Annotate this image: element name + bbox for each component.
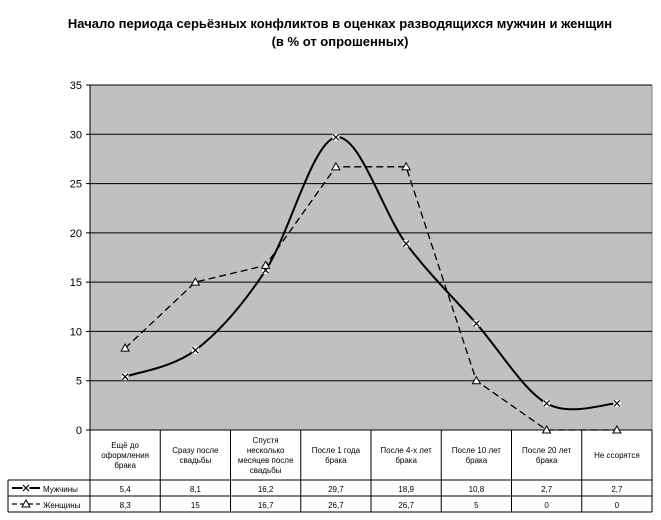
category-label: Ещё до bbox=[111, 441, 139, 450]
table-value: 15 bbox=[191, 501, 200, 510]
table-value: 8,3 bbox=[120, 501, 132, 510]
category-label: брака bbox=[466, 456, 488, 465]
plot-area bbox=[89, 84, 653, 431]
data-point-1 bbox=[612, 424, 622, 434]
table-value: 2,7 bbox=[611, 485, 623, 494]
data-point-0 bbox=[543, 399, 551, 407]
data-point-0 bbox=[332, 133, 340, 141]
data-point-1 bbox=[120, 343, 130, 352]
category-label: Спустя bbox=[253, 436, 279, 445]
table-value: 5,4 bbox=[120, 485, 132, 494]
table-value: 2,7 bbox=[541, 485, 553, 494]
category-label: брака bbox=[536, 456, 558, 465]
category-label: оформления bbox=[101, 451, 149, 460]
y-tick-label: 20 bbox=[70, 228, 82, 240]
table-value: 8,1 bbox=[190, 485, 202, 494]
category-label: свадьбы bbox=[250, 466, 282, 475]
table-value: 5 bbox=[474, 501, 479, 510]
category-label: После 20 лет bbox=[522, 446, 572, 455]
chart-title: Начало периода серьёзных конфликтов в оц… bbox=[67, 16, 613, 49]
y-tick-label: 10 bbox=[70, 326, 82, 338]
category-label: После 10 лет bbox=[452, 446, 502, 455]
table-value: 16,7 bbox=[258, 501, 274, 510]
table-value: 26,7 bbox=[328, 501, 344, 510]
category-label: брака bbox=[395, 456, 417, 465]
y-tick-label: 30 bbox=[70, 129, 82, 141]
data-point-0 bbox=[402, 240, 410, 248]
table-value: 26,7 bbox=[398, 501, 414, 510]
data-point-0 bbox=[613, 399, 621, 407]
y-tick-label: 35 bbox=[70, 80, 82, 92]
data-point-0 bbox=[191, 346, 199, 354]
data-point-1 bbox=[190, 277, 201, 286]
category-label: брака bbox=[325, 456, 347, 465]
y-tick-label: 25 bbox=[70, 179, 82, 191]
data-point-1 bbox=[260, 260, 271, 269]
y-tick-label: 5 bbox=[76, 376, 82, 388]
series-line-1 bbox=[124, 166, 617, 431]
legend-label: Мужчины bbox=[43, 485, 78, 494]
data-point-1 bbox=[541, 424, 552, 434]
table-value: 0 bbox=[544, 501, 549, 510]
table-value: 18,9 bbox=[398, 485, 414, 494]
category-label: После 1 года bbox=[312, 446, 361, 455]
y-tick-label: 0 bbox=[76, 425, 82, 437]
data-point-1 bbox=[401, 161, 411, 171]
legend-label: Женщины bbox=[43, 501, 81, 510]
table-value: 16,2 bbox=[258, 485, 274, 494]
data-point-0 bbox=[121, 373, 129, 381]
category-label: месяцев после bbox=[238, 456, 294, 465]
data-point-1 bbox=[331, 161, 341, 171]
category-label: несколько bbox=[247, 446, 285, 455]
category-label: Не ссорятся bbox=[594, 451, 640, 460]
category-label: брака bbox=[114, 461, 136, 470]
y-tick-label: 15 bbox=[70, 277, 82, 289]
category-label: После 4-х лет bbox=[380, 446, 432, 455]
data-point-0 bbox=[472, 320, 480, 327]
table-value: 0 bbox=[615, 501, 620, 510]
legend-marker bbox=[21, 498, 31, 508]
table-value: 29,7 bbox=[328, 485, 344, 494]
data-point-1 bbox=[471, 375, 482, 385]
table-value: 10,8 bbox=[469, 485, 485, 494]
category-label: Сразу после bbox=[172, 446, 219, 455]
category-label: свадьбы bbox=[179, 456, 211, 465]
legend-marker bbox=[22, 484, 30, 492]
